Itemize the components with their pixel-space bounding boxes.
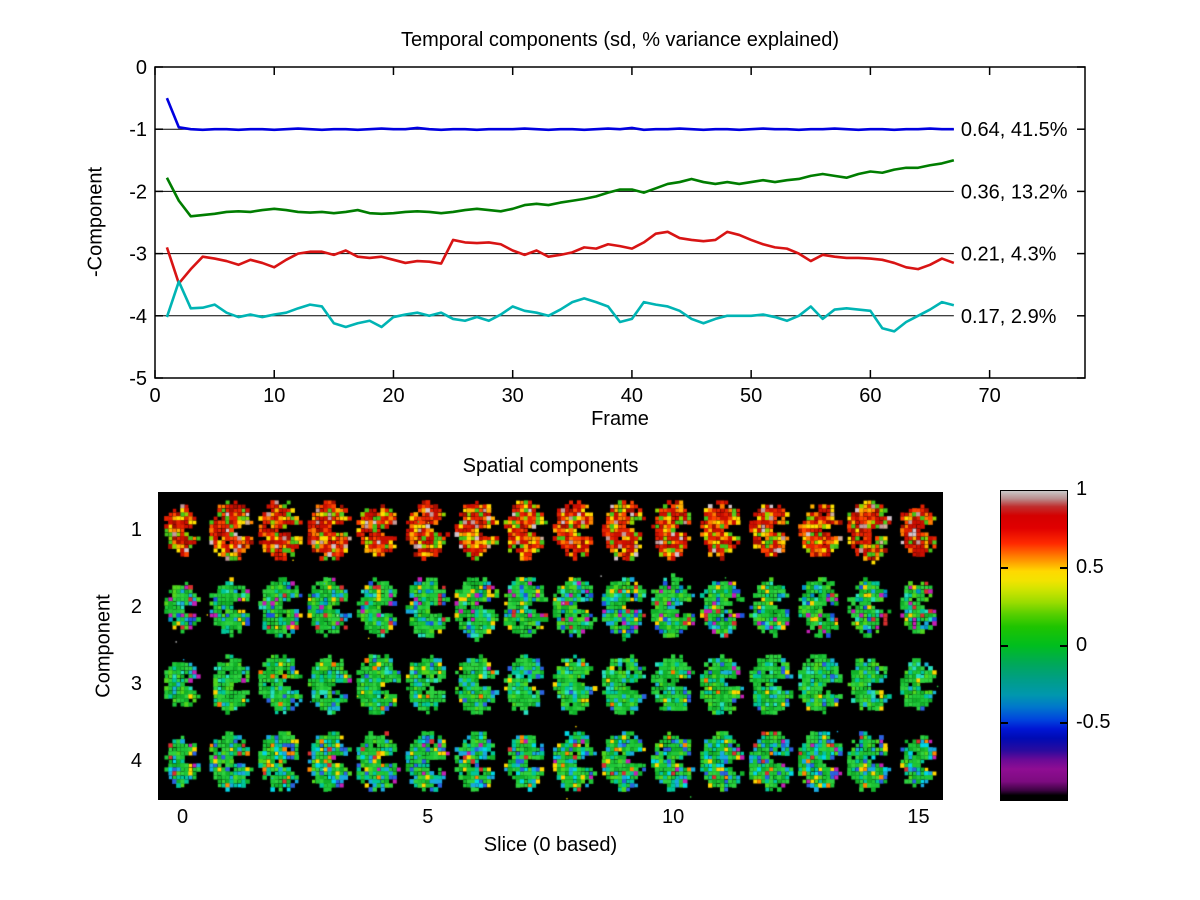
spatial-y-tick-label-4: 4: [130, 749, 142, 772]
spatial-x-axis-label: Slice (0 based): [483, 834, 618, 856]
temporal-y-axis-label: -Component: [84, 166, 107, 278]
spatial-x-tick-label-15: 15: [907, 806, 930, 828]
spatial-x-tick-label-5: 5: [422, 806, 434, 828]
colorbar-tick-left-0: [1001, 644, 1008, 647]
colorbar-tick-label-0.5: 0.5: [1076, 555, 1104, 578]
y-tick-label-0: 0: [136, 57, 147, 79]
series-line-component-4: [165, 280, 955, 333]
series-label-component-3: 0.21, 4.3%: [961, 244, 1057, 266]
x-tick-label-40: 40: [621, 385, 643, 407]
plot-box: [154, 66, 1086, 379]
x-tick-label-50: 50: [740, 385, 762, 407]
spatial-x-tick-label-0: 0: [176, 806, 189, 828]
series-label-component-2: 0.36, 13.2%: [961, 181, 1068, 203]
spatial-y-tick-label-1: 1: [130, 518, 142, 541]
spatial-x-tick-label-10: 10: [662, 806, 685, 828]
series-label-component-4: 0.17, 2.9%: [961, 306, 1057, 328]
x-tick-label-70: 70: [978, 385, 1000, 407]
colorbar-tick-label-0: 0: [1076, 633, 1088, 656]
y-tick-label--3: -3: [129, 244, 147, 266]
series-label-component-1: 0.64, 41.5%: [961, 119, 1068, 141]
spatial-y-tick-label-3: 3: [130, 672, 142, 695]
colorbar-tick-label--0.5: -0.5: [1076, 711, 1111, 734]
x-tick-label-10: 10: [263, 385, 285, 407]
colorbar-tick-right--0.5: [1060, 722, 1067, 725]
y-tick-label--1: -1: [129, 119, 147, 141]
x-tick-label-60: 60: [859, 385, 881, 407]
colorbar-tick-label-1: 1: [1076, 478, 1088, 500]
colorbar-tick-left-0.5: [1001, 566, 1008, 569]
temporal-chart-title: Temporal components (sd, % variance expl…: [401, 29, 839, 51]
y-tick-label--2: -2: [129, 181, 147, 203]
colorbar-tick-right-0.5: [1060, 566, 1067, 569]
y-tick-label--5: -5: [129, 368, 147, 390]
temporal-x-axis-label: Frame: [591, 408, 649, 430]
colorbar-tick-left--0.5: [1001, 722, 1008, 725]
y-tick-label--4: -4: [129, 306, 147, 328]
spatial-components-montage: [158, 492, 943, 800]
temporal-components-plot: 0 10 20 30 40 50 60 70 0 -1 -2 -3 -4 -5 0.64, 41.5% 0.3…: [129, 57, 1086, 407]
x-tick-label-0: 0: [149, 385, 160, 407]
x-tick-label-30: 30: [502, 385, 524, 407]
series-line-component-3: [165, 230, 955, 285]
series-line-component-2: [165, 159, 955, 218]
series-line-component-1: [165, 97, 954, 132]
x-tick-label-20: 20: [382, 385, 404, 407]
spatial-chart-title: Spatial components: [462, 455, 639, 477]
colorbar-tick-right-0: [1060, 644, 1067, 647]
spatial-y-tick-label-2: 2: [130, 595, 142, 618]
colorbar: [1000, 490, 1068, 801]
